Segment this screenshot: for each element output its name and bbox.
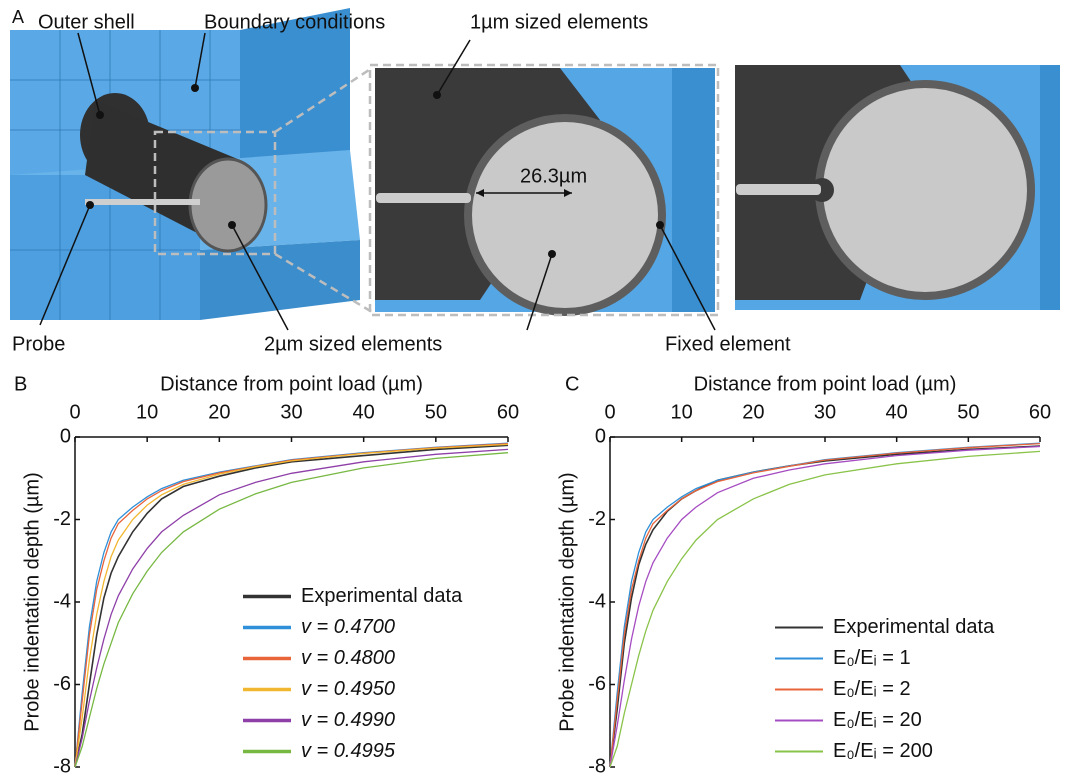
x-axis-label: Distance from point load (µm) <box>160 373 423 395</box>
legend-label: E₀/Eᵢ = 200 <box>833 740 933 762</box>
cylinder-face <box>188 157 268 253</box>
legend-label: E₀/Eᵢ = 20 <box>833 709 922 731</box>
side-block <box>1040 65 1060 310</box>
x-axis-label: Distance from point load (µm) <box>694 373 957 395</box>
x-tick-label: 30 <box>280 401 302 423</box>
x-tick-label: 60 <box>497 401 519 423</box>
x-tick-label: 60 <box>1029 401 1051 423</box>
annotation: Boundary conditions <box>204 11 385 33</box>
annotation: Outer shell <box>38 11 135 33</box>
x-tick-label: 10 <box>136 401 158 423</box>
y-tick-label: -6 <box>588 673 606 695</box>
legend-label: v = 0.4800 <box>301 647 395 669</box>
annotation: 2µm sized elements <box>264 333 442 355</box>
deformed-render <box>735 65 1060 310</box>
arrow-head <box>564 189 572 197</box>
annotation: 26.3µm <box>520 165 587 187</box>
leader-lines <box>39 32 716 331</box>
probe-shape <box>85 199 200 205</box>
data-line <box>74 443 509 768</box>
leader-dots <box>86 84 664 258</box>
x-tick-label: 30 <box>814 401 836 423</box>
data-line <box>74 444 509 768</box>
y-tick-label: -4 <box>588 590 606 612</box>
y-tick-label: -2 <box>588 508 606 530</box>
x-tick-label: 50 <box>957 401 979 423</box>
x-tick-label: 40 <box>353 401 375 423</box>
y-tick-label: 0 <box>595 425 606 447</box>
y-tick-label: -6 <box>53 673 71 695</box>
y-tick-label: -4 <box>53 590 71 612</box>
annotation: 1µm sized elements <box>470 11 648 33</box>
data-line <box>609 445 1041 768</box>
arrow-head <box>476 189 484 197</box>
x-tick-label: 40 <box>886 401 908 423</box>
data-line <box>74 452 509 768</box>
cylinder-face <box>464 114 666 316</box>
y-axis-label: Probe indentation depth (µm) <box>556 472 578 731</box>
zoom-render <box>368 63 720 317</box>
panel-label: A <box>12 7 24 27</box>
x-tick-label: 50 <box>425 401 447 423</box>
data-line <box>74 442 509 768</box>
legend-label: v = 0.4995 <box>301 740 396 762</box>
x-tick-label: 0 <box>604 401 615 423</box>
side-block <box>672 68 715 312</box>
legend-label: E₀/Eᵢ = 1 <box>833 647 911 669</box>
x-tick-label: 20 <box>742 401 764 423</box>
zoom-line <box>274 252 373 314</box>
y-tick-label: -2 <box>53 508 71 530</box>
data-line <box>609 442 1041 768</box>
data-line <box>609 450 1041 768</box>
y-tick-label: -8 <box>53 755 71 777</box>
y-tick-label: 0 <box>60 425 71 447</box>
annotation: Probe <box>12 333 65 355</box>
probe-shape <box>376 193 471 203</box>
legend-label: v = 0.4950 <box>301 678 395 700</box>
floor-front <box>200 240 360 320</box>
data-line <box>609 445 1041 768</box>
y-tick-label: -8 <box>588 755 606 777</box>
legend-label: v = 0.4700 <box>301 616 395 638</box>
legend-label: Experimental data <box>833 616 995 638</box>
panel-label: C <box>565 373 579 395</box>
data-line <box>609 442 1041 768</box>
legend-label: E₀/Eᵢ = 2 <box>833 678 911 700</box>
zoom-box <box>153 130 277 256</box>
legend-label: v = 0.4990 <box>301 709 395 731</box>
y-axis-label: Probe indentation depth (µm) <box>21 472 43 731</box>
data-line <box>74 448 509 768</box>
cylinder-face <box>815 80 1035 300</box>
x-tick-label: 20 <box>208 401 230 423</box>
legend-label: Experimental data <box>301 585 463 607</box>
x-tick-label: 10 <box>671 401 693 423</box>
zoom-line <box>274 66 373 134</box>
model-render <box>10 8 373 320</box>
zoom-frame <box>368 63 720 317</box>
x-tick-label: 0 <box>69 401 80 423</box>
annotation: Fixed element <box>665 333 791 355</box>
probe-shape <box>736 184 821 195</box>
panel-label: B <box>14 373 27 395</box>
